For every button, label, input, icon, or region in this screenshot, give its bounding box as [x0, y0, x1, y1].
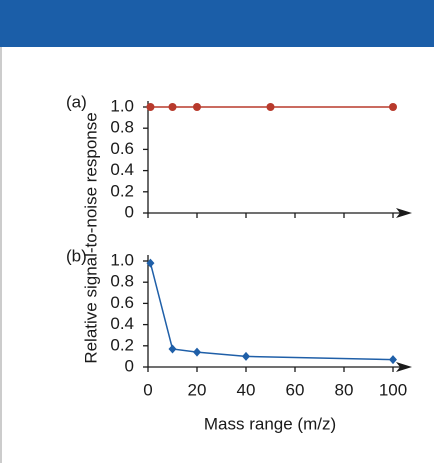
y-tick-label: 1.0: [110, 250, 134, 269]
y-tick-label: 0.4: [110, 160, 134, 179]
x-tick-label: 0: [143, 380, 152, 399]
y-tick-label: 0.4: [110, 314, 134, 333]
y-tick-label: 0: [125, 202, 134, 221]
data-point: [242, 351, 250, 361]
data-point: [193, 347, 201, 357]
data-point: [146, 258, 155, 268]
data-point: [266, 103, 275, 111]
y-tick-label: 0.6: [110, 293, 134, 312]
y-tick-label: 0.2: [110, 335, 134, 354]
y-tick-label: 0: [125, 356, 134, 375]
panel-label: (a): [66, 92, 87, 111]
x-tick-label: 40: [237, 380, 256, 399]
y-tick-label: 0.8: [110, 118, 134, 137]
x-tick-label: 20: [188, 380, 207, 399]
y-tick-label: 0.2: [110, 181, 134, 200]
x-axis-arrow: [396, 208, 412, 218]
x-tick-label: 60: [286, 380, 305, 399]
y-axis-label: Relative signal-to-noise response: [81, 112, 100, 363]
header-band: [0, 0, 434, 47]
data-point: [193, 103, 201, 111]
x-tick-label: 100: [379, 380, 407, 399]
data-point: [389, 103, 397, 111]
x-tick-label: 80: [335, 380, 354, 399]
data-point: [168, 344, 177, 354]
x-axis-label: Mass range (m/z): [204, 414, 336, 433]
y-tick-label: 1.0: [110, 96, 134, 115]
data-line: [149, 262, 394, 361]
data-point: [146, 103, 155, 111]
data-point: [389, 355, 397, 365]
y-tick-label: 0.6: [110, 139, 134, 158]
data-point: [168, 103, 177, 111]
y-tick-label: 0.8: [110, 272, 134, 291]
x-axis-arrow: [396, 362, 412, 372]
panel-label: (b): [66, 246, 87, 265]
